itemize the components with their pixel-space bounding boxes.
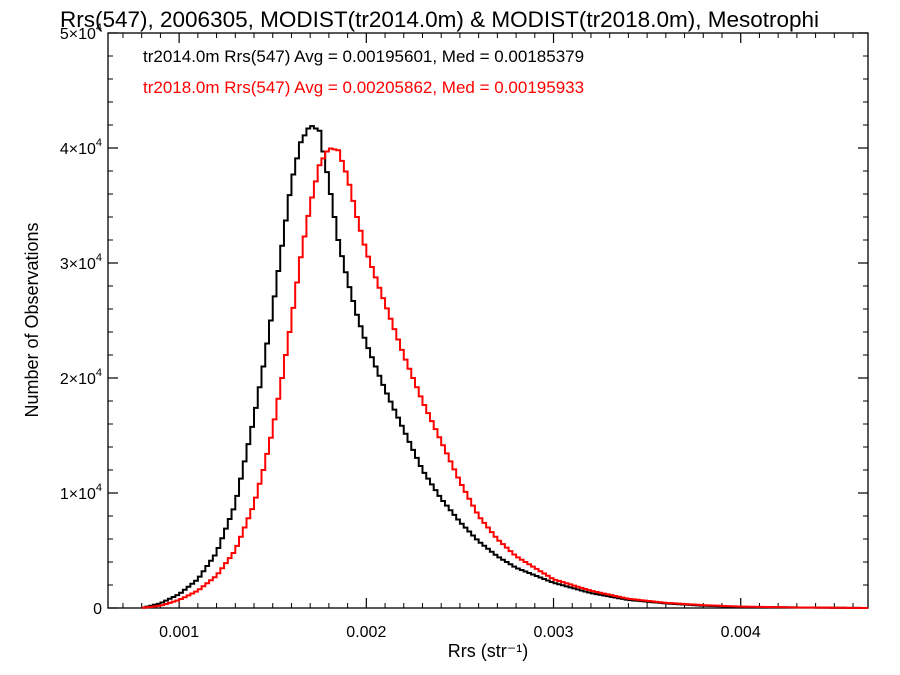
y-tick-label: 1×104: [60, 482, 102, 503]
y-tick-label: 4×104: [60, 137, 102, 158]
y-tick-label: 5×104: [60, 22, 102, 43]
x-tick-labels: 0.001 0.002 0.003 0.004: [159, 624, 761, 641]
y-tick-labels: 0 1×104 2×104 3×104 4×104 5×104: [60, 22, 102, 618]
y-tick-label: 0: [93, 601, 102, 618]
legend-entry-tr2018: tr2018.0m Rrs(547) Avg = 0.00205862, Med…: [143, 78, 584, 97]
chart-title: Rrs(547), 2006305, MODIST(tr2014.0m) & M…: [60, 7, 819, 32]
x-tick-label: 0.001: [159, 624, 199, 641]
x-axis-label: Rrs (str⁻¹): [448, 641, 528, 661]
plot-area-frame: [107, 32, 869, 609]
legend-entry-tr2014: tr2014.0m Rrs(547) Avg = 0.00195601, Med…: [143, 47, 584, 66]
x-tick-label: 0.002: [346, 624, 386, 641]
x-tick-label: 0.004: [721, 624, 761, 641]
y-axis-label: Number of Observations: [22, 222, 42, 417]
series-line-tr2018.0m: [141, 147, 868, 609]
y-tick-label: 3×104: [60, 252, 102, 273]
series-line-tr2014.0m: [141, 125, 868, 609]
y-tick-label: 2×104: [60, 367, 102, 388]
axis-ticks: [108, 32, 868, 609]
x-tick-label: 0.003: [533, 624, 573, 641]
series-layer: [141, 125, 868, 609]
